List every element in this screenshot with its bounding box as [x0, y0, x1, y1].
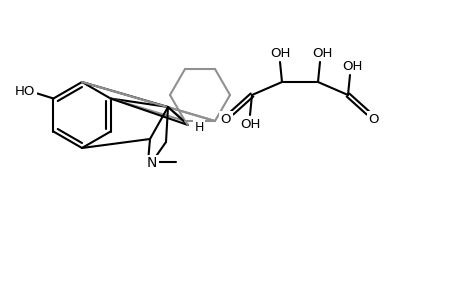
Text: N: N: [146, 156, 157, 170]
Text: HO: HO: [15, 85, 35, 98]
Text: O: O: [220, 112, 231, 125]
Text: OH: OH: [341, 59, 361, 73]
Text: OH: OH: [311, 46, 331, 59]
Text: OH: OH: [269, 46, 290, 59]
Text: OH: OH: [239, 118, 260, 130]
Text: H: H: [194, 121, 203, 134]
Text: O: O: [368, 112, 378, 125]
